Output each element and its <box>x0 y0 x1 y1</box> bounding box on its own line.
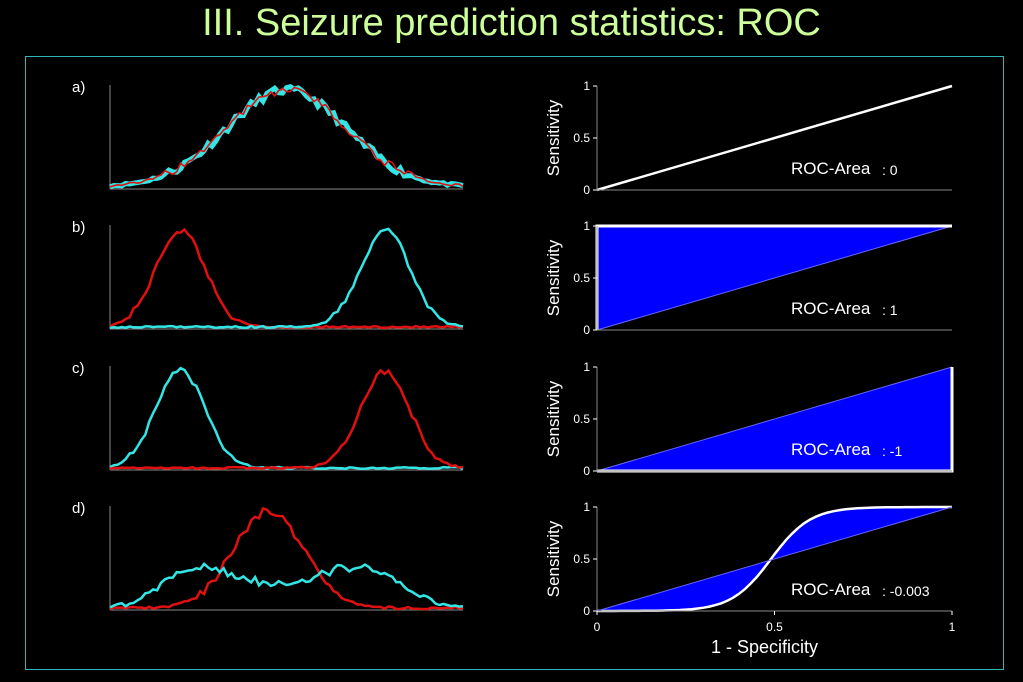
roc-area-label: ROC-Area <box>791 440 871 459</box>
roc-area-value: : -0.003 <box>882 583 930 599</box>
y-tick-label: 0 <box>583 323 590 337</box>
series-line-red <box>109 506 464 611</box>
y-tick-label: 1 <box>583 360 590 374</box>
figure-frame <box>25 56 1004 670</box>
slide-title: III. Seizure prediction statistics: ROC <box>202 2 821 44</box>
panel-label-b: b) <box>72 219 85 236</box>
series-line-cyan <box>109 366 464 471</box>
diagonal-line <box>596 225 953 331</box>
y-axis-label: Sensitivity <box>544 239 563 316</box>
series-line-cyan <box>109 227 464 330</box>
y-tick-label: 1 <box>583 219 590 233</box>
roc-area-value: : -1 <box>882 443 902 459</box>
series-line-cyan <box>109 561 464 609</box>
diagonal-line <box>596 366 953 472</box>
y-axis-label: Sensitivity <box>544 99 563 176</box>
y-tick-label: 0.5 <box>573 271 590 285</box>
roc-area-value: : 0 <box>882 162 898 178</box>
y-axis-label: Sensitivity <box>544 520 563 597</box>
x-tick-label: 1 <box>949 620 956 634</box>
roc-area-label: ROC-Area <box>791 159 871 178</box>
roc-area-label: ROC-Area <box>791 580 871 599</box>
series-line-red <box>109 368 464 471</box>
series-line-red <box>109 86 464 188</box>
y-tick-label: 0 <box>583 464 590 478</box>
y-tick-label: 0.5 <box>573 552 590 566</box>
y-axis-label: Sensitivity <box>544 380 563 457</box>
y-tick-label: 1 <box>583 79 590 93</box>
series-line-cyan <box>109 84 464 190</box>
y-tick-label: 0 <box>583 183 590 197</box>
y-tick-label: 0.5 <box>573 412 590 426</box>
panel-label-a: a) <box>72 79 85 96</box>
y-tick-label: 0.5 <box>573 131 590 145</box>
panel-label-d: d) <box>72 500 85 517</box>
x-axis-label: 1 - Specificity <box>711 637 818 657</box>
series-line-red <box>109 227 464 330</box>
y-tick-label: 1 <box>583 500 590 514</box>
diagonal-line <box>596 506 953 612</box>
roc-plots: 0 0.5 1 Sensitivity ROC-Area : 0 0 0.5 1 Sensitiv… <box>544 79 956 657</box>
distribution-plots <box>109 84 464 611</box>
roc-area-value: : 1 <box>882 302 898 318</box>
roc-area-label: ROC-Area <box>791 299 871 318</box>
y-tick-label: 0 <box>583 604 590 618</box>
x-tick-label: 0 <box>594 620 601 634</box>
panel-label-c: c) <box>72 360 85 377</box>
diagonal-line <box>596 84 953 192</box>
x-tick-label: 0.5 <box>766 620 783 634</box>
